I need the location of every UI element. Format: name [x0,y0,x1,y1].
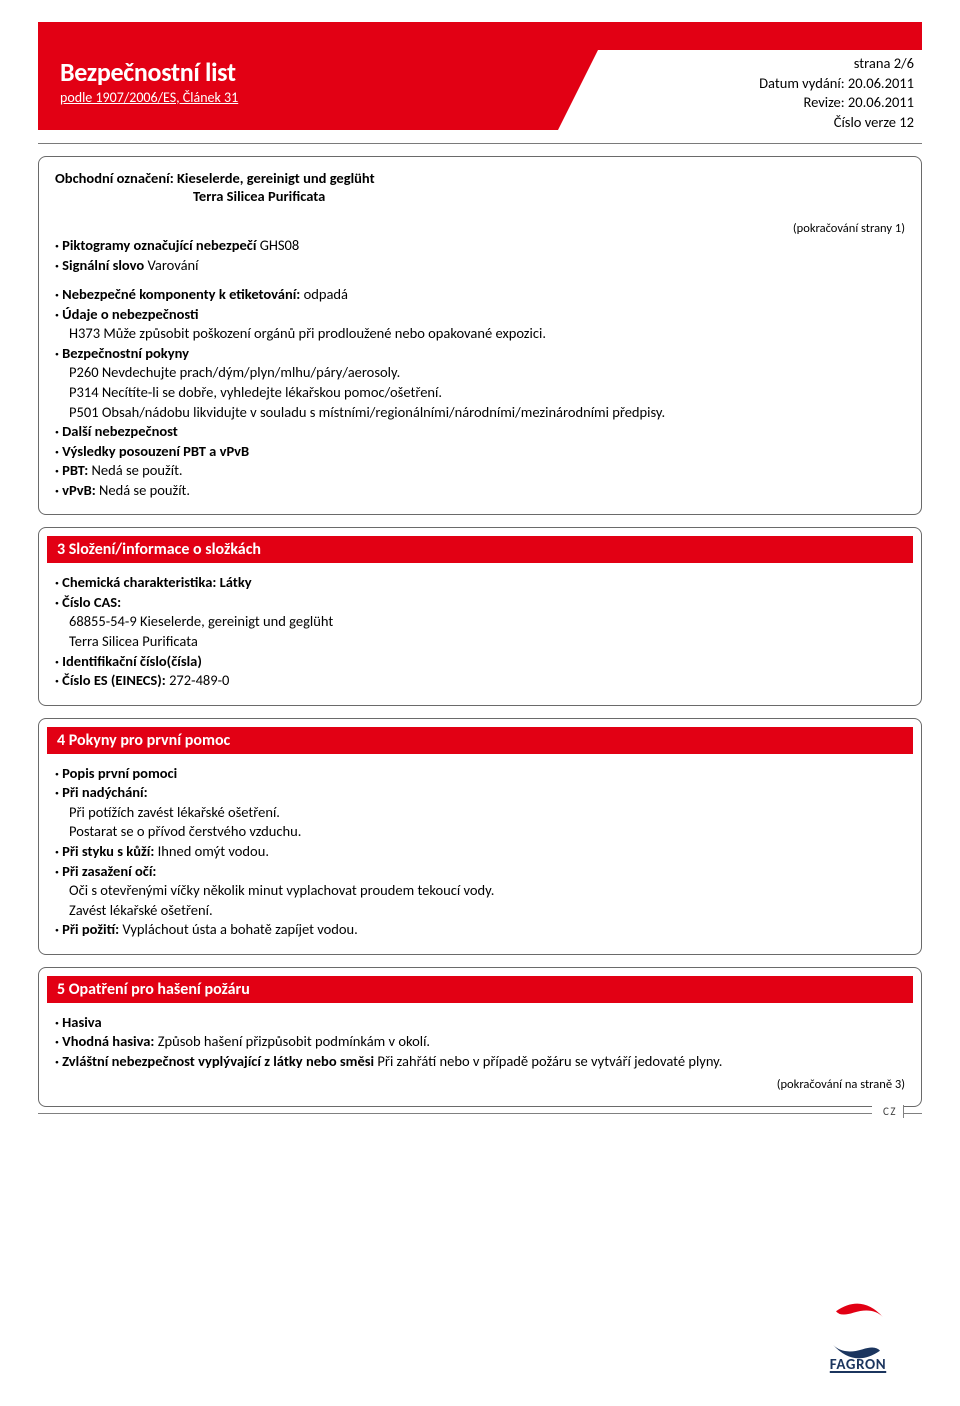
section-3-body: · Chemická charakteristika: Látky · Čísl… [55,573,905,690]
section-4-title: 4 Pokyny pro první pomoc [47,727,913,754]
header-tab: Bezpečnostní list podle 1907/2006/ES, Čl… [38,50,558,130]
section-5-title: 5 Opatření pro hašení požáru [47,976,913,1003]
section-5-body: · Hasiva · Vhodná hasiva: Způsob hašení … [55,1013,905,1093]
section-3-card: 3 Složení/informace o složkách · Chemick… [38,527,922,705]
section-5-card: 5 Opatření pro hašení požáru · Hasiva · … [38,967,922,1108]
section-2-body: · Piktogramy označující nebezpečí GHS08 … [55,236,905,500]
page-header: Bezpečnostní list podle 1907/2006/ES, Čl… [38,22,922,130]
fagron-swirl-icon [820,1298,896,1364]
header-meta: strana 2/6 Datum vydání: 20.06.2011 Revi… [598,50,922,130]
country-badge: CZ [38,1113,922,1131]
header-red-top [38,22,922,50]
section-2-card: Obchodní označení: Kieselerde, gereinigt… [38,156,922,515]
page-number: strana 2/6 [598,54,914,74]
version-number: Číslo verze 12 [598,113,914,133]
doc-subtitle: podle 1907/2006/ES, Článek 31 [60,89,536,106]
fagron-logo: FAGRON [808,1298,908,1370]
header-tab-corner [558,50,598,130]
doc-title: Bezpečnostní list [60,58,536,87]
product-identity: Obchodní označení: Kieselerde, gereinigt… [55,169,905,205]
section-4-body: · Popis první pomoci · Při nadýchání: Př… [55,764,905,940]
revision-date: Revize: 20.06.2011 [598,93,914,113]
fagron-brand-text: FAGRON [808,1356,908,1374]
issue-date: Datum vydání: 20.06.2011 [598,74,914,94]
continuation-to: (pokračování na straně 3) [55,1077,905,1092]
continuation-from: (pokračování strany 1) [793,221,905,236]
section-4-card: 4 Pokyny pro první pomoc · Popis první p… [38,718,922,955]
section-3-title: 3 Složení/informace o složkách [47,536,913,563]
